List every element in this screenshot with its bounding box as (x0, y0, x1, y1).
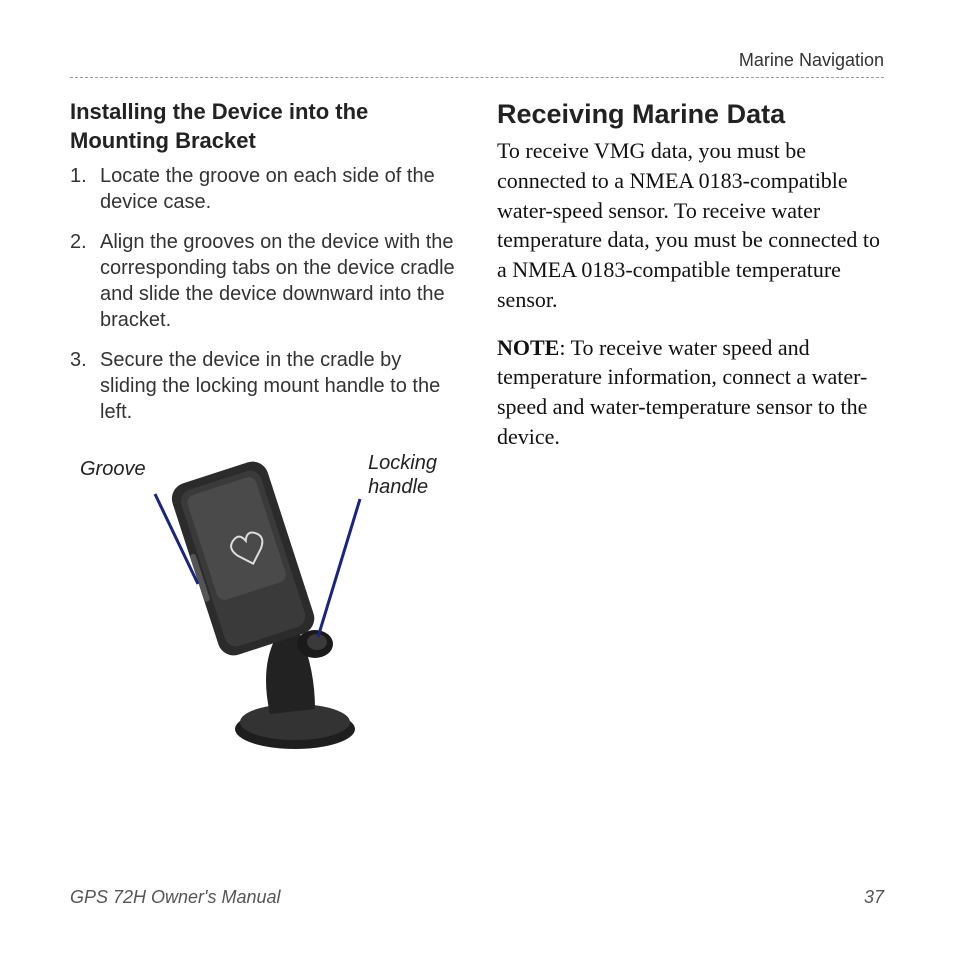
receiving-note: NOTE: To receive water speed and tempera… (497, 333, 884, 452)
note-label: NOTE (497, 335, 559, 360)
left-column: Installing the Device into the Mounting … (70, 98, 457, 769)
right-column: Receiving Marine Data To receive VMG dat… (497, 98, 884, 769)
manual-page: Marine Navigation Installing the Device … (0, 0, 954, 954)
device-illustration (120, 439, 410, 759)
footer-page-number: 37 (864, 887, 884, 908)
page-footer: GPS 72H Owner's Manual 37 (70, 887, 884, 908)
receiving-para1: To receive VMG data, you must be connect… (497, 136, 884, 314)
mounting-figure: Groove Locking handle (70, 439, 457, 769)
receiving-heading: Receiving Marine Data (497, 98, 884, 130)
content-columns: Installing the Device into the Mounting … (70, 98, 884, 769)
step-2: Align the grooves on the device with the… (70, 229, 457, 333)
header-section: Marine Navigation (70, 50, 884, 78)
install-steps: Locate the groove on each side of the de… (70, 163, 457, 425)
step-3: Secure the device in the cradle by slidi… (70, 347, 457, 425)
footer-title: GPS 72H Owner's Manual (70, 887, 281, 908)
install-subheading: Installing the Device into the Mounting … (70, 98, 457, 155)
step-1: Locate the groove on each side of the de… (70, 163, 457, 215)
